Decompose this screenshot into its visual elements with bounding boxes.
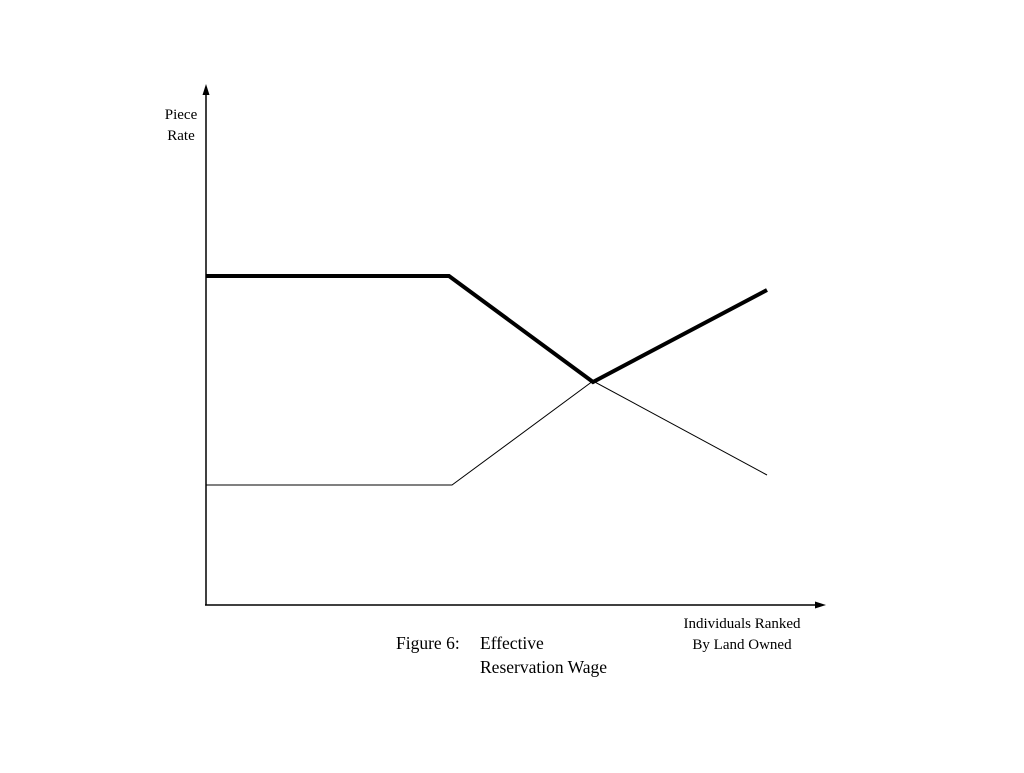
x-label-line: Individuals Ranked bbox=[683, 616, 801, 632]
thick-curve bbox=[206, 274, 768, 385]
caption-title-line: Effective bbox=[480, 633, 544, 653]
caption-label: Figure 6: bbox=[396, 633, 460, 653]
y-axis-arrow bbox=[202, 84, 210, 95]
caption-title-line: Reservation Wage bbox=[480, 657, 607, 677]
y-label-line: Piece bbox=[165, 107, 198, 123]
y-label-line: Rate bbox=[167, 128, 195, 144]
x-axis-arrow bbox=[815, 601, 826, 609]
axes bbox=[205, 90, 822, 606]
thin-curve bbox=[206, 380, 768, 486]
x-label-line: By Land Owned bbox=[692, 637, 792, 653]
